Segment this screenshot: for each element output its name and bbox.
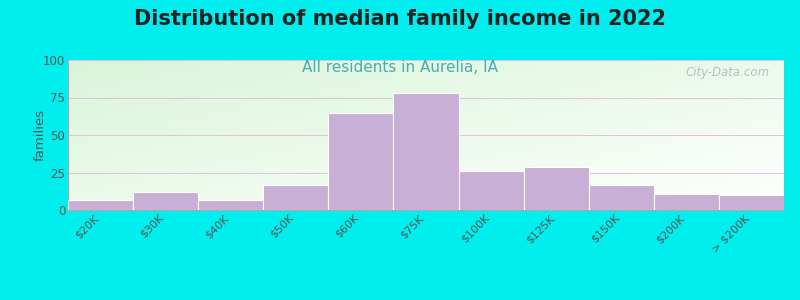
- Bar: [328, 112, 394, 210]
- Bar: [719, 195, 784, 210]
- Bar: [198, 200, 263, 210]
- Bar: [394, 93, 458, 210]
- Bar: [589, 184, 654, 210]
- Bar: [263, 184, 328, 210]
- Bar: [654, 194, 719, 210]
- Y-axis label: families: families: [34, 109, 46, 161]
- Bar: [133, 192, 198, 210]
- Bar: [524, 167, 589, 210]
- Text: All residents in Aurelia, IA: All residents in Aurelia, IA: [302, 60, 498, 75]
- Text: Distribution of median family income in 2022: Distribution of median family income in …: [134, 9, 666, 29]
- Bar: [458, 171, 524, 210]
- Bar: [68, 200, 133, 210]
- Text: City-Data.com: City-Data.com: [686, 66, 770, 79]
